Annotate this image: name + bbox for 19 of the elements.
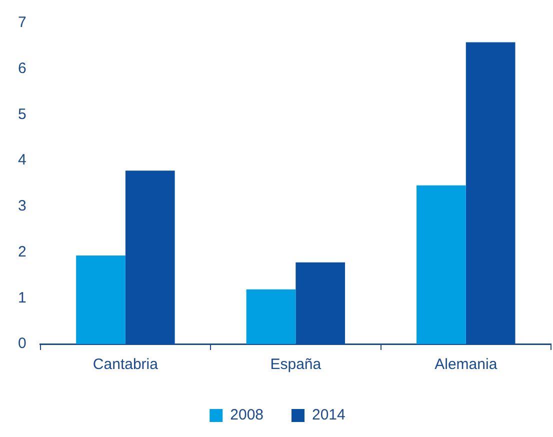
y-tick-label: 7	[18, 14, 26, 32]
y-tick-label: 0	[18, 335, 26, 352]
legend-label: 2008	[230, 406, 264, 424]
x-tick-label: Alemania	[434, 356, 498, 374]
bar	[466, 42, 516, 344]
x-tick-label: Cantabria	[92, 356, 159, 374]
y-tick-label: 2	[18, 243, 26, 260]
bar	[125, 170, 175, 344]
y-tick-label: 6	[18, 60, 26, 77]
bar	[76, 255, 126, 344]
bar	[416, 185, 466, 344]
y-tick-label: 5	[18, 106, 26, 123]
x-tick-label: España	[270, 356, 322, 374]
bar	[296, 262, 346, 344]
y-tick-label: 1	[18, 289, 26, 306]
legend-label: 2014	[312, 406, 346, 424]
y-tick-label: 3	[18, 198, 26, 215]
bar	[246, 289, 296, 344]
y-tick-label: 4	[18, 152, 26, 169]
